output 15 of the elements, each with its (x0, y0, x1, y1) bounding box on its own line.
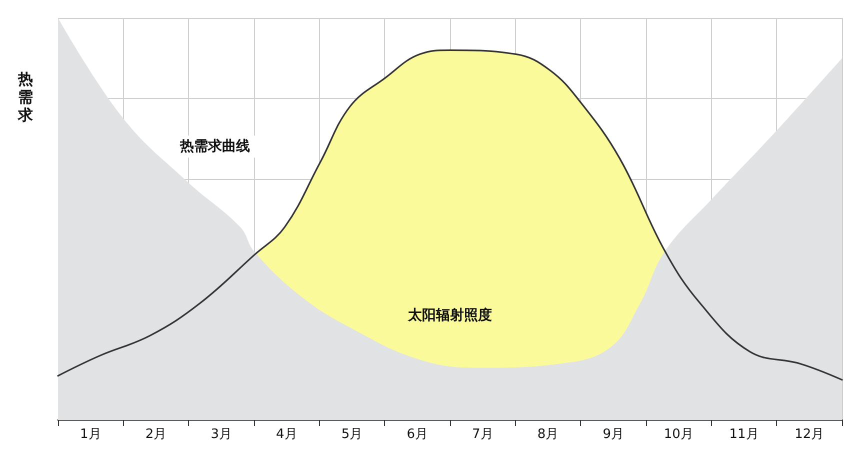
x-tick-label: 10月 (664, 427, 694, 442)
x-tick-label: 12月 (794, 427, 824, 442)
x-tick-label: 5月 (341, 427, 363, 442)
x-tick-label: 11月 (729, 427, 759, 442)
x-tick-label: 1月 (80, 427, 102, 442)
x-tick-label: 2月 (145, 427, 167, 442)
x-tick-label: 6月 (406, 427, 428, 442)
series-label: 太阳辐射照度 (407, 306, 492, 324)
y-axis-title: 热需求 (17, 70, 34, 124)
series-label: 热需求曲线 (178, 138, 250, 155)
x-tick-label: 4月 (276, 427, 298, 442)
x-tick-label: 7月 (472, 427, 494, 442)
x-tick-label: 9月 (602, 427, 624, 442)
x-tick-label: 3月 (210, 427, 232, 442)
x-tick-label: 8月 (537, 427, 559, 442)
